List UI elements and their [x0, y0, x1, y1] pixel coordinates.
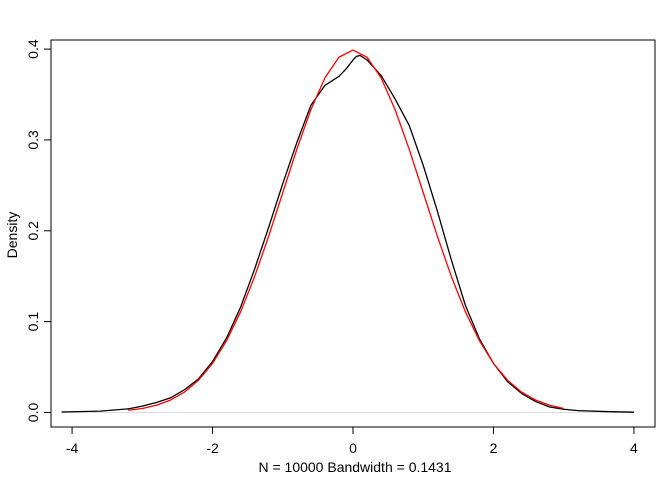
y-tick-label: 0.1 [25, 312, 41, 332]
x-axis-title: N = 10000 Bandwidth = 0.1431 [258, 459, 451, 475]
y-tick-label: 0.0 [25, 403, 41, 423]
x-tick-label: 2 [490, 440, 498, 456]
series-layer [61, 49, 634, 413]
x-tick-label: 0 [349, 440, 357, 456]
y-tick-label: 0.2 [25, 221, 41, 241]
y-tick-label: 0.4 [25, 39, 41, 59]
density-line-2 [128, 49, 564, 411]
density-line-1 [61, 54, 634, 413]
x-tick-label: 4 [630, 440, 638, 456]
x-tick-label: -4 [66, 440, 79, 456]
y-axis-title: Density [4, 212, 20, 259]
x-tick-label: -2 [206, 440, 219, 456]
y-axis: 0.0 0.1 0.2 0.3 0.4 [25, 39, 52, 423]
y-tick-label: 0.3 [25, 130, 41, 150]
plot-frame [50, 39, 656, 428]
x-axis: -4 -2 0 2 4 [66, 426, 638, 456]
